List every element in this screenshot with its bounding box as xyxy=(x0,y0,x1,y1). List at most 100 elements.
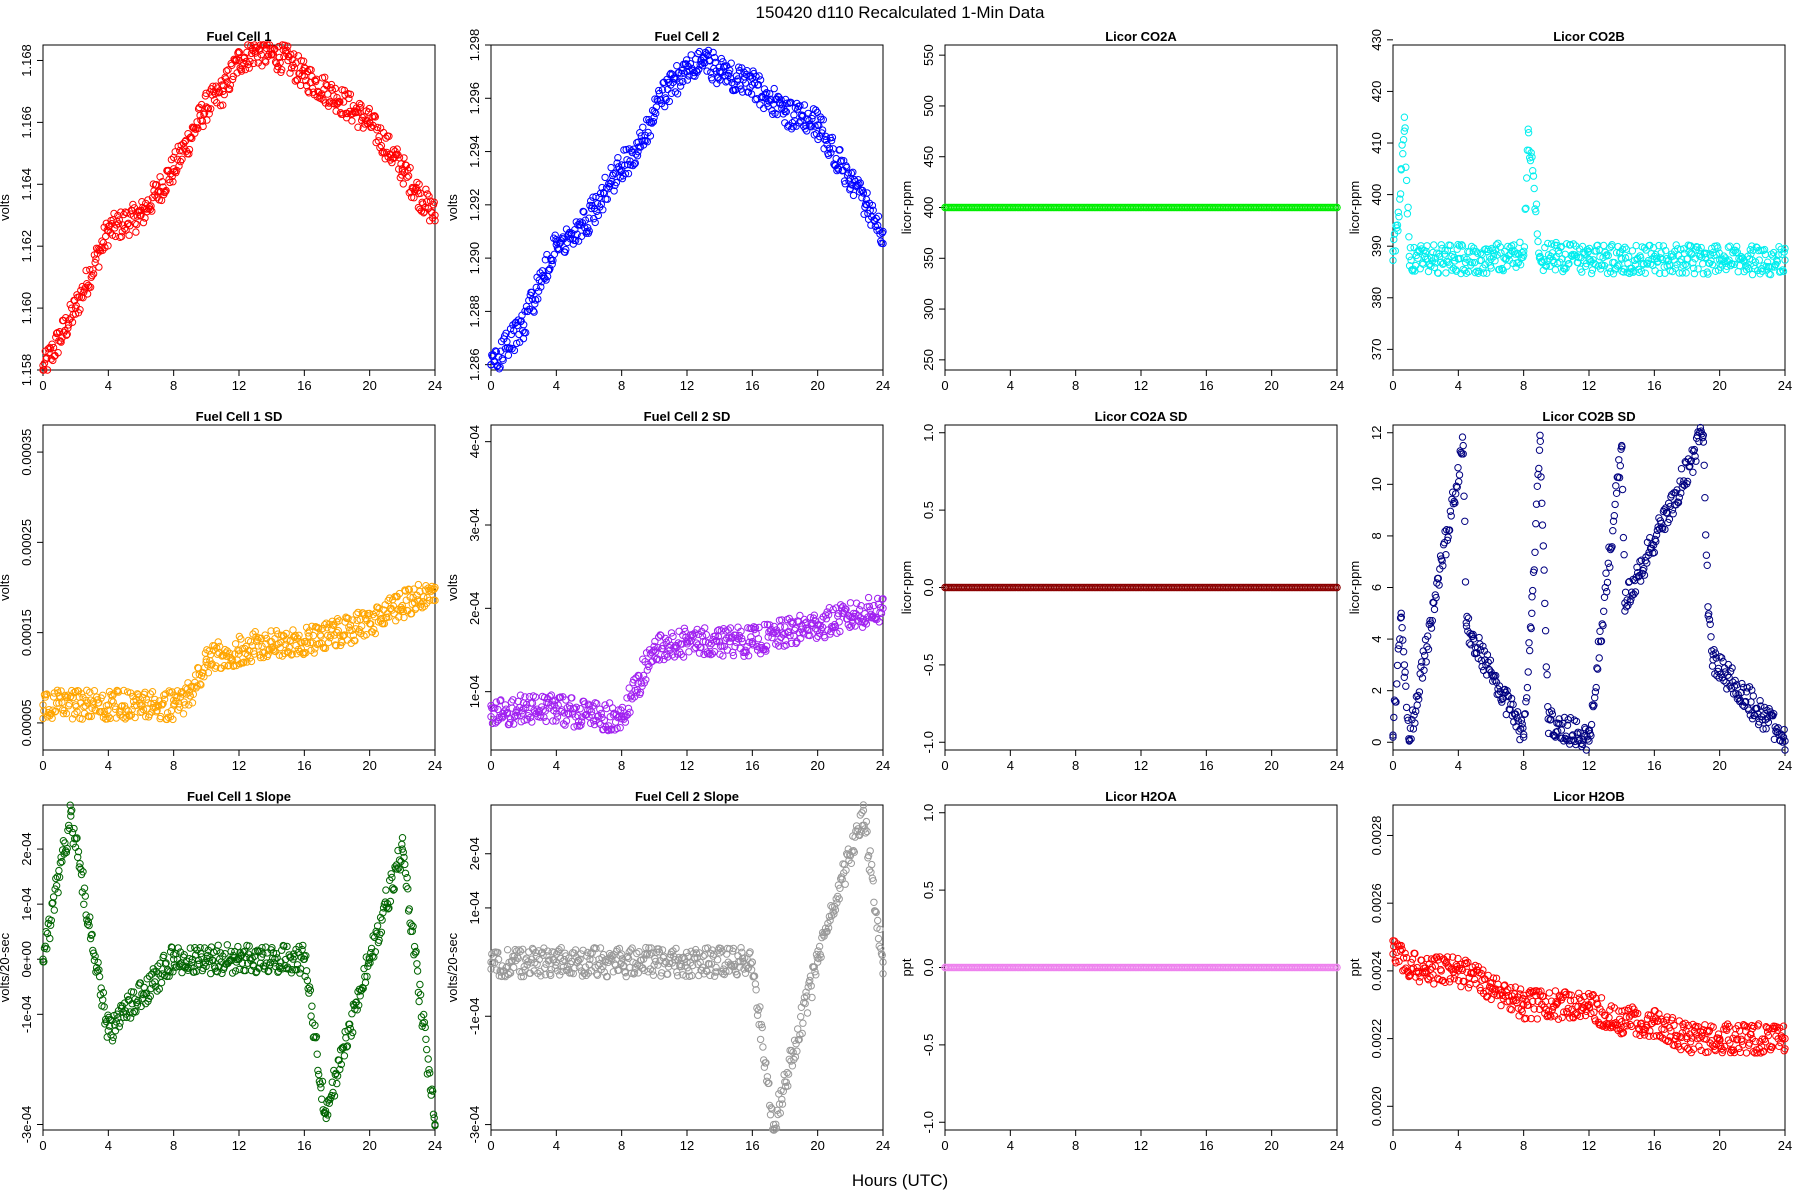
data-point xyxy=(398,165,406,173)
data-point xyxy=(821,132,830,141)
panel-title: Fuel Cell 1 Slope xyxy=(187,789,291,804)
data-point xyxy=(371,113,379,121)
data-point xyxy=(535,955,543,964)
data-point xyxy=(503,709,512,718)
data-point xyxy=(94,958,102,967)
x-tick-label: 12 xyxy=(1582,758,1596,773)
data-point xyxy=(691,954,699,962)
data-point xyxy=(1707,257,1715,265)
data-point xyxy=(728,633,736,641)
data-point xyxy=(756,101,764,109)
data-point xyxy=(824,611,833,619)
figure-title: 150420 d110 Recalculated 1-Min Data xyxy=(756,3,1045,22)
data-point xyxy=(537,972,545,980)
data-point xyxy=(1593,664,1601,672)
data-point xyxy=(316,1080,324,1088)
data-point xyxy=(1483,651,1492,659)
data-point xyxy=(1665,515,1674,523)
data-point xyxy=(1585,737,1593,745)
data-point xyxy=(645,662,653,671)
data-point xyxy=(400,154,408,162)
data-point xyxy=(720,62,729,70)
data-point xyxy=(752,986,760,994)
data-point xyxy=(67,807,75,816)
data-point xyxy=(750,972,759,980)
data-point xyxy=(335,1056,343,1065)
data-point xyxy=(650,642,658,651)
data-point xyxy=(251,47,260,55)
data-point xyxy=(427,1091,435,1099)
data-point xyxy=(551,231,559,239)
data-point xyxy=(1521,710,1529,718)
data-point xyxy=(98,237,106,245)
data-point xyxy=(878,229,886,237)
data-point xyxy=(302,952,310,960)
data-point xyxy=(139,218,148,227)
data-point xyxy=(63,844,71,853)
data-point xyxy=(39,361,47,370)
panel-title: Fuel Cell 2 Slope xyxy=(635,789,739,804)
data-point xyxy=(91,952,99,960)
data-point xyxy=(1520,243,1529,251)
data-point xyxy=(251,628,259,636)
data-point xyxy=(1604,251,1613,260)
data-point xyxy=(1399,636,1407,644)
data-point xyxy=(408,927,416,935)
x-tick-label: 4 xyxy=(553,378,560,393)
y-tick-label: 0e+00 xyxy=(19,941,34,978)
data-point xyxy=(1628,247,1637,255)
data-point xyxy=(552,241,560,249)
data-point xyxy=(366,959,374,967)
data-point xyxy=(710,972,719,980)
data-point xyxy=(59,709,68,718)
data-point xyxy=(146,690,155,698)
data-point xyxy=(1544,239,1552,248)
data-point xyxy=(353,616,361,624)
data-point xyxy=(629,161,637,170)
data-point xyxy=(705,649,713,657)
data-point xyxy=(185,150,193,158)
data-point xyxy=(44,345,52,353)
data-point xyxy=(1764,718,1773,726)
data-point xyxy=(416,991,425,999)
data-point xyxy=(528,699,537,707)
y-tick-label: 1.296 xyxy=(467,82,482,115)
data-point xyxy=(545,956,553,964)
data-point xyxy=(275,53,284,62)
data-point xyxy=(1610,512,1619,520)
x-tick-label: 16 xyxy=(297,758,311,773)
data-point xyxy=(514,316,522,324)
data-point xyxy=(91,258,99,267)
data-point xyxy=(56,859,65,867)
data-point xyxy=(222,67,231,75)
data-point xyxy=(331,641,339,649)
data-point xyxy=(603,972,611,981)
data-point xyxy=(507,698,516,706)
data-point xyxy=(553,713,562,721)
data-point xyxy=(419,598,427,606)
data-point xyxy=(127,711,136,719)
data-point xyxy=(86,283,95,291)
data-point xyxy=(1779,733,1788,741)
data-point xyxy=(49,893,58,901)
data-point xyxy=(534,295,542,303)
x-tick-label: 0 xyxy=(1389,758,1396,773)
data-point xyxy=(349,1028,357,1037)
data-point xyxy=(1615,473,1624,482)
data-point xyxy=(1520,247,1528,256)
data-point xyxy=(709,48,717,57)
data-point xyxy=(1517,716,1526,724)
data-point xyxy=(95,263,103,271)
data-point xyxy=(1643,538,1652,546)
y-tick-label: 400 xyxy=(921,197,936,219)
y-tick-label: -0.5 xyxy=(921,654,936,676)
data-point xyxy=(153,706,161,715)
data-point xyxy=(179,690,187,698)
data-point xyxy=(412,947,420,956)
data-point xyxy=(45,348,53,357)
y-tick-label: 1.294 xyxy=(467,135,482,168)
data-point xyxy=(767,1104,775,1112)
data-point xyxy=(506,719,514,727)
data-point xyxy=(760,1063,769,1071)
